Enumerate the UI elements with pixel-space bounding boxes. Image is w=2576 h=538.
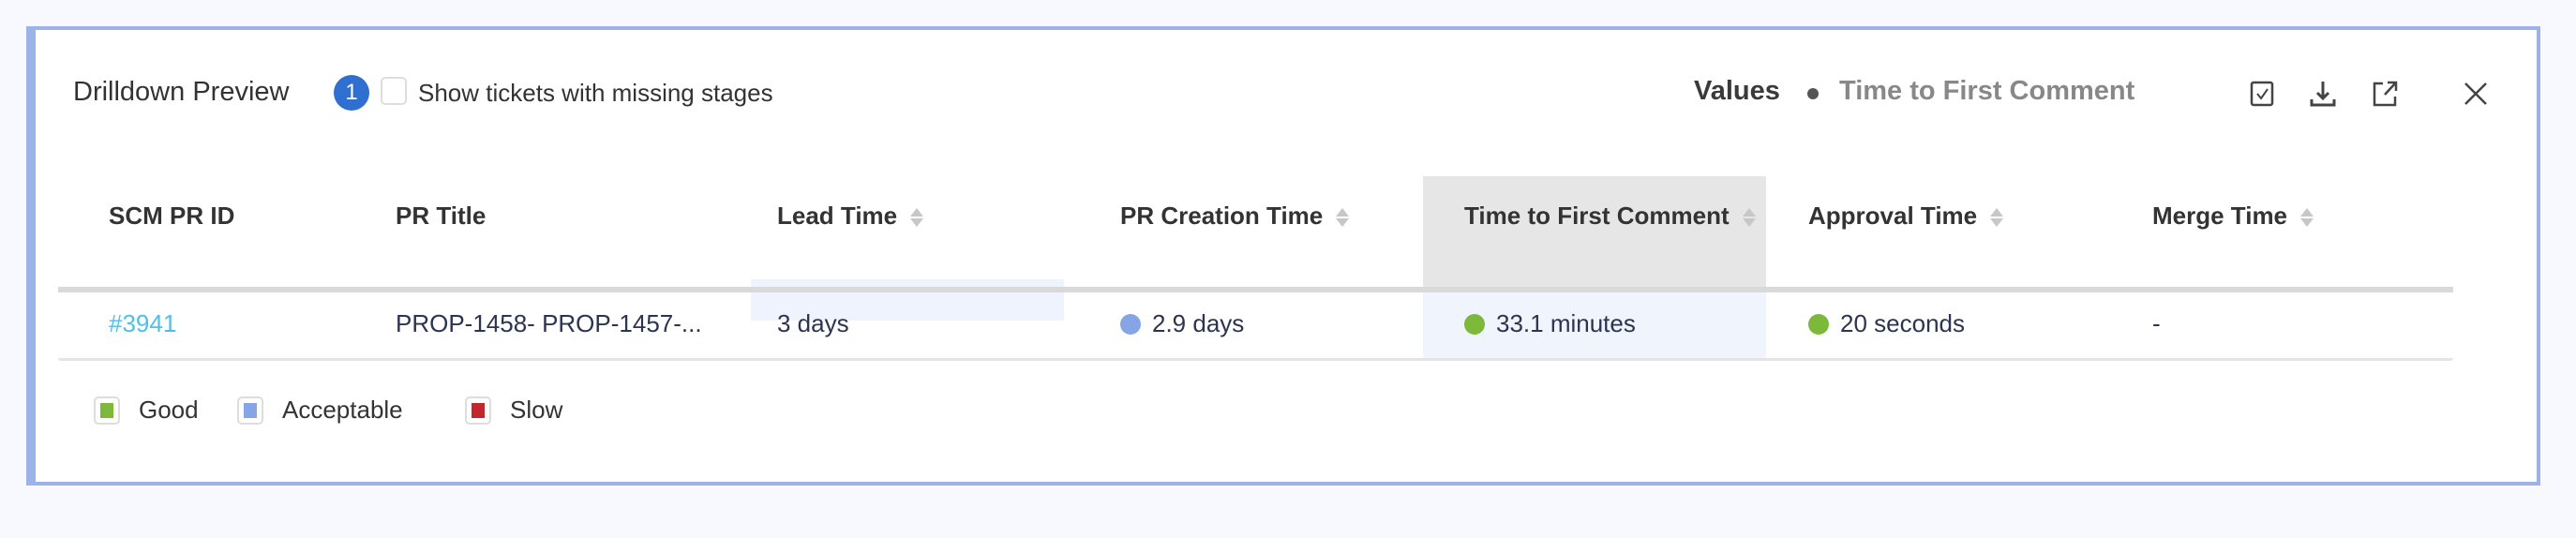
legend-item-good: Good — [94, 396, 199, 425]
acceptable-swatch — [237, 396, 263, 425]
panel-title: Drilldown Preview — [73, 77, 290, 107]
legend-label: Acceptable — [282, 396, 403, 424]
column-header-pr-title: PR Title — [396, 202, 486, 231]
legend-item-slow: Slow — [465, 396, 562, 425]
cell-value: 33.1 minutes — [1496, 309, 1636, 337]
sort-icon[interactable] — [2300, 206, 2314, 229]
column-label: Approval Time — [1808, 202, 1978, 230]
column-header-merge-time[interactable]: Merge Time — [2152, 202, 2314, 231]
close-icon[interactable] — [2461, 79, 2491, 109]
ttfc-cell: 33.1 minutes — [1464, 309, 1636, 338]
missing-stages-label[interactable]: Show tickets with missing stages — [418, 79, 773, 107]
cell-value: 20 seconds — [1840, 309, 1965, 337]
column-header-time-to-first-comment[interactable]: Time to First Comment — [1464, 202, 1756, 231]
acceptable-status-dot — [1120, 314, 1141, 335]
good-swatch — [94, 396, 120, 425]
open-external-icon[interactable] — [2370, 79, 2400, 109]
column-label: Lead Time — [777, 202, 898, 230]
sort-icon[interactable] — [1990, 206, 2004, 229]
pr-creation-time-cell: 2.9 days — [1120, 309, 1244, 338]
merge-time-cell: - — [2152, 309, 2161, 337]
column-label: PR Creation Time — [1120, 202, 1324, 230]
slow-swatch — [465, 396, 491, 425]
good-status-dot — [1464, 314, 1485, 335]
column-header-scm-pr-id: SCM PR ID — [109, 202, 234, 231]
missing-stages-checkbox[interactable] — [381, 77, 407, 105]
header-divider — [58, 287, 2453, 292]
drilldown-preview-panel — [26, 26, 2540, 486]
legend-label: Good — [139, 396, 199, 424]
download-icon[interactable] — [2308, 79, 2338, 109]
select-columns-icon[interactable] — [2247, 79, 2277, 109]
sort-icon[interactable] — [910, 206, 924, 229]
cell-value: 2.9 days — [1152, 309, 1245, 337]
legend-label: Slow — [510, 396, 563, 424]
metric-label: Time to First Comment — [1839, 76, 2135, 106]
legend-item-acceptable: Acceptable — [237, 396, 403, 425]
column-header-pr-creation-time[interactable]: PR Creation Time — [1120, 202, 1350, 231]
highlighted-column-header-bg — [1423, 176, 1766, 287]
pr-title-cell: PROP-1458- PROP-1457-... — [396, 309, 702, 337]
approval-time-cell: 20 seconds — [1808, 309, 1965, 338]
lead-time-cell-bg — [751, 279, 1064, 321]
good-status-dot — [1808, 314, 1829, 335]
separator-dot — [1807, 88, 1819, 99]
lead-time-cell: 3 days — [777, 309, 849, 337]
values-label: Values — [1694, 76, 1780, 106]
column-label: SCM PR ID — [109, 202, 235, 230]
sort-icon[interactable] — [1742, 206, 1756, 229]
column-label: Time to First Comment — [1464, 202, 1730, 230]
column-header-approval-time[interactable]: Approval Time — [1808, 202, 2004, 231]
row-divider — [58, 358, 2453, 361]
pr-id-link[interactable]: #3941 — [109, 309, 177, 337]
sort-icon[interactable] — [1336, 206, 1350, 229]
column-header-lead-time[interactable]: Lead Time — [777, 202, 924, 231]
column-label: PR Title — [396, 202, 487, 230]
column-label: Merge Time — [2152, 202, 2288, 230]
count-badge: 1 — [334, 75, 369, 111]
